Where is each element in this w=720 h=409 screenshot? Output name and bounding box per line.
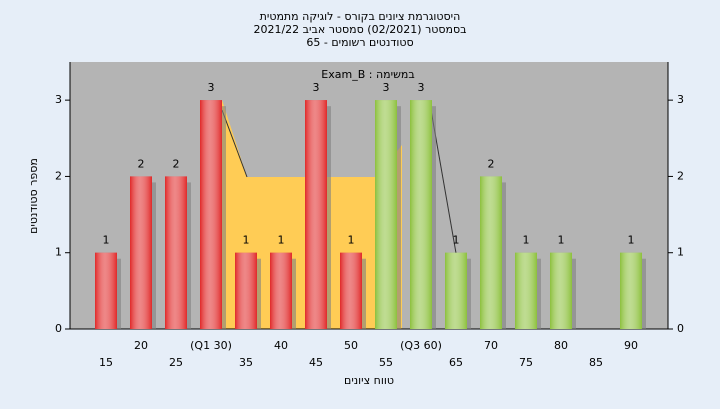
value-label: 2: [488, 157, 495, 170]
y-tick-label: 1: [55, 246, 62, 259]
bar-highlight: [270, 252, 292, 329]
bar-highlight: [620, 252, 642, 329]
x-tick-label: 25: [169, 356, 183, 369]
y2-tick-label: 1: [677, 246, 684, 259]
bar-highlight: [95, 252, 117, 329]
annotation: במשימה : Exam_B: [321, 68, 414, 81]
bar-highlight: [200, 100, 222, 330]
y2-tick-label: 3: [677, 93, 684, 106]
y-tick-label: 0: [55, 322, 62, 335]
bar-group: [515, 252, 537, 329]
value-label: 2: [138, 157, 145, 170]
value-label: 1: [453, 234, 460, 247]
bar-group: [235, 252, 257, 329]
bar-group: [480, 176, 502, 329]
chart-title: היסטוגרמת ציונים בקורס - לוגיקה מתמטית: [260, 10, 461, 23]
value-label: 1: [243, 234, 250, 247]
bar-highlight: [340, 252, 362, 329]
x-tick-label: 90: [624, 339, 638, 352]
bar-group: [620, 252, 642, 329]
bar-highlight: [515, 252, 537, 329]
x-tick-label: 20: [134, 339, 148, 352]
bar-highlight: [480, 176, 502, 329]
value-label: 3: [208, 81, 215, 94]
bar-group: [130, 176, 152, 329]
value-label: 1: [558, 234, 565, 247]
bar-highlight: [235, 252, 257, 329]
x-tick-label: 65: [449, 356, 463, 369]
value-label: 1: [103, 234, 110, 247]
bar-group: [270, 252, 292, 329]
bar-group: [165, 176, 187, 329]
y-axis-label: מספר סטודנטים: [27, 158, 40, 234]
x-tick-label: (Q1 30): [190, 339, 232, 352]
value-label: 3: [383, 81, 390, 94]
bar-group: [340, 252, 362, 329]
bar-group: [550, 252, 572, 329]
value-label: 1: [278, 234, 285, 247]
x-tick-label: 15: [99, 356, 113, 369]
value-label: 3: [313, 81, 320, 94]
y2-tick-label: 0: [677, 322, 684, 335]
bar-highlight: [130, 176, 152, 329]
y-tick-label: 3: [55, 93, 62, 106]
bar-group: [200, 100, 222, 330]
x-tick-label: (Q3 60): [400, 339, 442, 352]
value-label: 1: [523, 234, 530, 247]
chart-subtitle: בסמסטר (02/2021) סמסטר אביב 2021/22: [253, 23, 466, 36]
quartile-edge: [221, 109, 248, 178]
x-tick-label: 35: [239, 356, 253, 369]
value-label: 1: [348, 234, 355, 247]
x-tick-label: 75: [519, 356, 533, 369]
value-label: 3: [418, 81, 425, 94]
bar-highlight: [550, 252, 572, 329]
bar-group: [445, 252, 467, 329]
y2-tick-label: 2: [677, 169, 684, 182]
bar-group: [375, 100, 397, 330]
bar-highlight: [165, 176, 187, 329]
bar-highlight: [410, 100, 432, 330]
x-tick-label: 50: [344, 339, 358, 352]
x-tick-label: 85: [589, 356, 603, 369]
bar-highlight: [305, 100, 327, 330]
x-tick-label: 40: [274, 339, 288, 352]
value-label: 2: [173, 157, 180, 170]
x-tick-label: 80: [554, 339, 568, 352]
bar-group: [410, 100, 432, 330]
value-label: 1: [628, 234, 635, 247]
chart-subtitle: סטודנטים רשומים - 65: [306, 36, 413, 49]
x-tick-label: 70: [484, 339, 498, 352]
bar-highlight: [375, 100, 397, 330]
bar-highlight: [445, 252, 467, 329]
x-axis-label: טווח ציונים: [344, 374, 394, 387]
bar-group: [95, 252, 117, 329]
y-tick-label: 2: [55, 169, 62, 182]
bar-group: [305, 100, 327, 330]
x-tick-label: 45: [309, 356, 323, 369]
x-tick-label: 55: [379, 356, 393, 369]
